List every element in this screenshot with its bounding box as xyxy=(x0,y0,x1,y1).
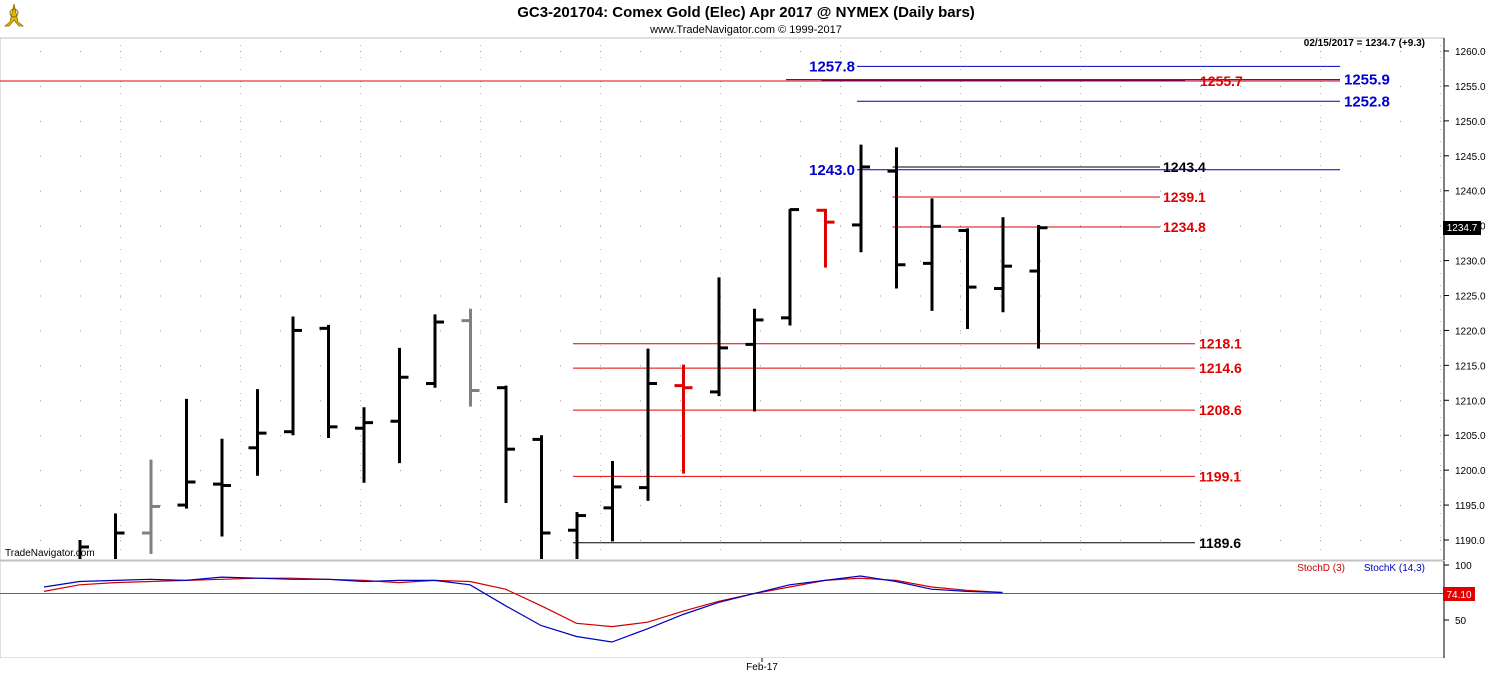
level-label: 1214.6 xyxy=(1199,360,1242,376)
x-axis xyxy=(0,658,1444,677)
ohlc-bar xyxy=(284,316,302,436)
price-tick-label: 1190.0 xyxy=(1455,536,1485,547)
price-tick-label: 1230.0 xyxy=(1455,257,1486,268)
stoch-tag-label: 74.10 xyxy=(1446,590,1471,601)
ohlc-bar xyxy=(923,198,941,311)
ohlc-bar xyxy=(114,513,125,559)
legend-stochk: StochK (14,3) xyxy=(1364,563,1425,574)
legend-stochd: StochD (3) xyxy=(1297,563,1345,574)
ohlc-bar xyxy=(710,277,728,397)
stoch-panel xyxy=(0,560,1445,659)
price-tick-label: 1210.0 xyxy=(1455,396,1486,407)
price-tick-label: 1260.0 xyxy=(1455,47,1486,58)
price-tick-label: 1250.0 xyxy=(1455,117,1486,128)
ohlc-bar xyxy=(603,461,622,542)
trade-navigator-logo-icon xyxy=(3,3,25,27)
stoch-series-line xyxy=(43,577,1003,628)
stoch-lines xyxy=(43,575,1003,643)
level-lines: 1257.8 1255.9 1255.7 1252.8 1243.4 1243.0 1239… xyxy=(0,58,1390,551)
last-price-label: 1234.7 xyxy=(1447,223,1478,234)
level-label: 1234.8 xyxy=(1163,219,1206,235)
price-panel xyxy=(0,37,1445,561)
last-readout: 02/15/2017 = 1234.7 (+9.3) xyxy=(1304,38,1425,49)
ohlc-bar xyxy=(532,435,551,559)
last-price-tag: 1234.7 xyxy=(1443,221,1481,235)
price-grid xyxy=(40,45,1441,550)
ohlc-bar xyxy=(745,308,764,412)
ohlc-bar xyxy=(781,208,799,326)
level-label: 1243.4 xyxy=(1163,159,1206,175)
level-label: 1255.9 xyxy=(1344,72,1390,89)
x-tick-feb: Feb-17 xyxy=(746,662,778,673)
price-tick-label: 1245.0 xyxy=(1455,152,1486,163)
stoch-series-line xyxy=(43,575,1003,643)
stoch-tag: 74.10 xyxy=(1443,587,1475,601)
ohlc-bar xyxy=(142,459,160,554)
ohlc-bars xyxy=(78,144,1048,559)
level-label: 1199.1 xyxy=(1199,468,1241,484)
level-label: 1208.6 xyxy=(1199,402,1242,418)
level-label: 1255.7 xyxy=(1200,73,1243,89)
ohlc-bar xyxy=(816,208,835,268)
ohlc-bar xyxy=(355,407,373,483)
ohlc-bar xyxy=(852,144,870,253)
price-tick-label: 1205.0 xyxy=(1455,431,1486,442)
ohlc-bar xyxy=(497,385,515,503)
ohlc-bar xyxy=(674,364,693,474)
ohlc-bar xyxy=(426,314,444,388)
chart-subtitle: www.TradeNavigator.com © 1999-2017 xyxy=(649,24,842,36)
level-label: 1218.1 xyxy=(1199,336,1242,352)
watermark: TradeNavigator.com xyxy=(5,548,95,559)
ohlc-bar xyxy=(994,217,1012,313)
price-tick-label: 1200.0 xyxy=(1455,466,1486,477)
ohlc-bar xyxy=(639,348,657,501)
level-label: 1252.8 xyxy=(1344,93,1390,110)
stoch-axis: 50 100 xyxy=(1443,561,1472,658)
ohlc-bar xyxy=(958,228,977,330)
ohlc-bar xyxy=(248,389,267,476)
price-tick-label: 1195.0 xyxy=(1455,501,1485,512)
price-tick-label: 1215.0 xyxy=(1455,361,1486,372)
stoch-tick-label: 50 xyxy=(1455,616,1467,627)
level-label: 1239.1 xyxy=(1163,189,1206,205)
level-label: 1189.6 xyxy=(1199,535,1241,551)
ohlc-bar xyxy=(887,147,906,289)
stoch-tick-label: 100 xyxy=(1455,561,1472,572)
price-tick-label: 1220.0 xyxy=(1455,326,1486,337)
price-tick-label: 1225.0 xyxy=(1455,292,1486,303)
ohlc-bar xyxy=(461,308,480,407)
price-tick-label: 1255.0 xyxy=(1455,82,1486,93)
ohlc-bar xyxy=(177,398,196,509)
ohlc-bar xyxy=(390,347,409,464)
chart-title: GC3-201704: Comex Gold (Elec) Apr 2017 @… xyxy=(517,4,975,21)
ohlc-bar xyxy=(78,540,89,559)
price-tick-label: 1240.0 xyxy=(1455,187,1486,198)
level-label: 1257.8 xyxy=(809,58,855,75)
ohlc-bar xyxy=(568,512,586,559)
level-label: 1243.0 xyxy=(809,162,855,179)
ohlc-bar xyxy=(1029,224,1048,349)
ohlc-bar xyxy=(213,438,231,537)
price-axis: 1190.0 1195.0 1200.0 1205.0 1210.0 1215.0 1220… xyxy=(1443,38,1486,560)
ohlc-bar xyxy=(319,324,338,439)
